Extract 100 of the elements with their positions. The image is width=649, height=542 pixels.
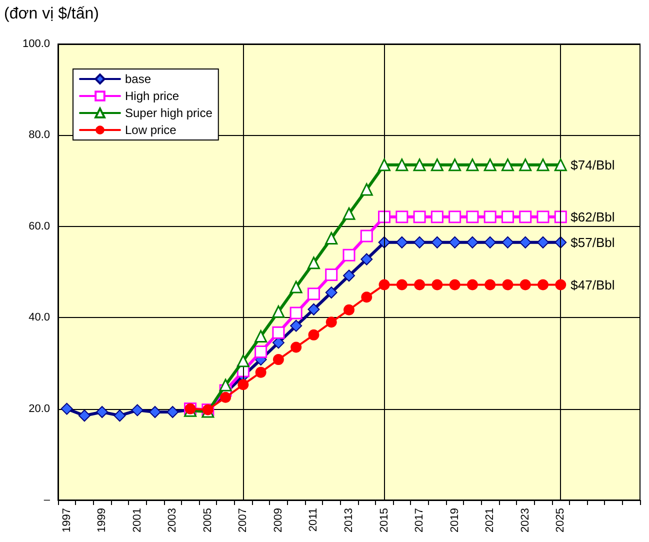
- point: [272, 354, 284, 366]
- x-tick-label: 2015: [378, 508, 390, 532]
- point: [308, 303, 320, 316]
- point: [413, 210, 426, 224]
- point: [325, 286, 338, 299]
- point: [414, 236, 426, 248]
- point: [360, 183, 373, 196]
- annotation: $74/Bbl: [570, 157, 615, 172]
- x-tick-label: 2003: [166, 508, 179, 532]
- point: [96, 406, 108, 418]
- point: [449, 279, 460, 290]
- x-tick-label: 1997: [60, 508, 73, 532]
- point: [536, 158, 550, 172]
- x-tick-label: 2013: [343, 508, 355, 532]
- point: [114, 410, 126, 422]
- point: [326, 316, 337, 328]
- point: [396, 236, 408, 248]
- y-tick-label: –: [44, 494, 51, 506]
- point: [554, 210, 567, 224]
- legend-label: High price: [125, 89, 180, 103]
- point: [430, 210, 444, 224]
- point: [554, 158, 567, 172]
- point: [466, 210, 479, 224]
- point: [537, 236, 549, 248]
- point: [413, 158, 426, 172]
- point: [307, 288, 320, 300]
- point: [555, 279, 566, 290]
- point: [536, 210, 550, 224]
- point: [254, 330, 268, 343]
- legend-label: Super high price: [125, 106, 213, 120]
- point: [448, 236, 461, 248]
- y-tick-label: 60.0: [28, 220, 50, 232]
- point: [484, 236, 496, 248]
- point: [342, 248, 356, 262]
- point: [238, 379, 249, 390]
- point: [236, 354, 250, 368]
- point: [519, 236, 532, 248]
- point: [220, 392, 232, 403]
- point: [502, 279, 514, 290]
- x-tick-label: 2021: [484, 508, 496, 532]
- annotation: $57/Bbl: [570, 234, 615, 250]
- x-tick-label: 2009: [272, 508, 284, 532]
- x-tick-label: 2025: [554, 508, 567, 532]
- point: [414, 279, 426, 290]
- point: [342, 207, 356, 220]
- point: [254, 346, 268, 358]
- y-tick-label: 40.0: [28, 312, 50, 324]
- legend-label: base: [125, 72, 152, 86]
- point: [448, 158, 462, 172]
- y-tick-label: 100.0: [22, 38, 50, 50]
- point: [343, 270, 355, 282]
- point: [272, 326, 285, 339]
- point: [484, 158, 496, 172]
- point: [78, 410, 90, 422]
- point: [396, 279, 408, 290]
- point: [131, 404, 144, 416]
- annotation: $62/Bbl: [570, 209, 615, 224]
- point: [466, 158, 479, 172]
- x-tick-label: 2007: [237, 508, 250, 532]
- point: [396, 210, 408, 224]
- point: [255, 366, 266, 378]
- point: [396, 158, 408, 172]
- point: [149, 406, 161, 418]
- point: [290, 320, 302, 332]
- point: [378, 158, 391, 172]
- point: [466, 279, 478, 290]
- point: [431, 236, 444, 248]
- point: [466, 236, 478, 248]
- point: [484, 210, 496, 224]
- point: [502, 236, 514, 248]
- y-tick-label: 20.0: [28, 402, 50, 415]
- x-tick-label: 2001: [131, 508, 144, 532]
- point: [519, 158, 532, 172]
- point: [344, 304, 354, 316]
- y-tick-label: 80.0: [28, 129, 50, 142]
- legend-label: Low price: [125, 123, 177, 137]
- x-tick-label: 1999: [96, 508, 108, 532]
- x-tick-label: 2017: [414, 508, 426, 532]
- point: [378, 279, 390, 290]
- point: [501, 158, 514, 172]
- point: [325, 232, 338, 245]
- point: [361, 292, 372, 303]
- point: [448, 210, 462, 224]
- point: [430, 158, 444, 172]
- point: [308, 329, 320, 340]
- point: [290, 342, 302, 353]
- point: [325, 268, 338, 281]
- point: [501, 210, 514, 224]
- x-tick-label: 2019: [448, 508, 461, 532]
- point: [432, 279, 443, 290]
- point: [520, 279, 531, 290]
- x-tick-label: 2023: [519, 508, 532, 532]
- point: [307, 256, 320, 270]
- point: [219, 378, 232, 392]
- point: [360, 253, 373, 266]
- point: [484, 279, 496, 290]
- annotation: $47/Bbl: [570, 277, 615, 292]
- point: [166, 406, 179, 418]
- point: [538, 279, 548, 290]
- point: [290, 280, 302, 294]
